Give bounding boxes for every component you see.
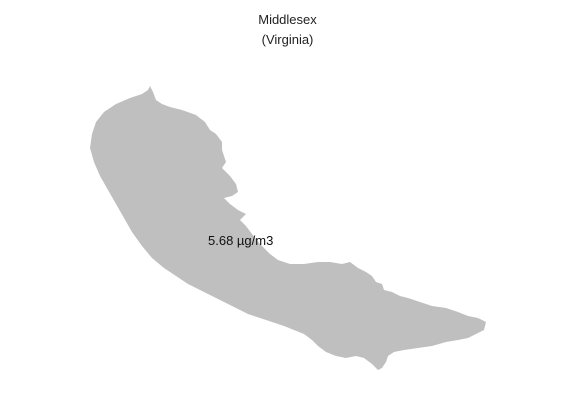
map-title-block: Middlesex (Virginia) [0,10,575,50]
state-subtitle: (Virginia) [261,32,314,47]
county-value-label: 5.68 µg/m3 [208,233,274,248]
county-shape [90,86,486,370]
county-title: Middlesex [258,12,317,27]
